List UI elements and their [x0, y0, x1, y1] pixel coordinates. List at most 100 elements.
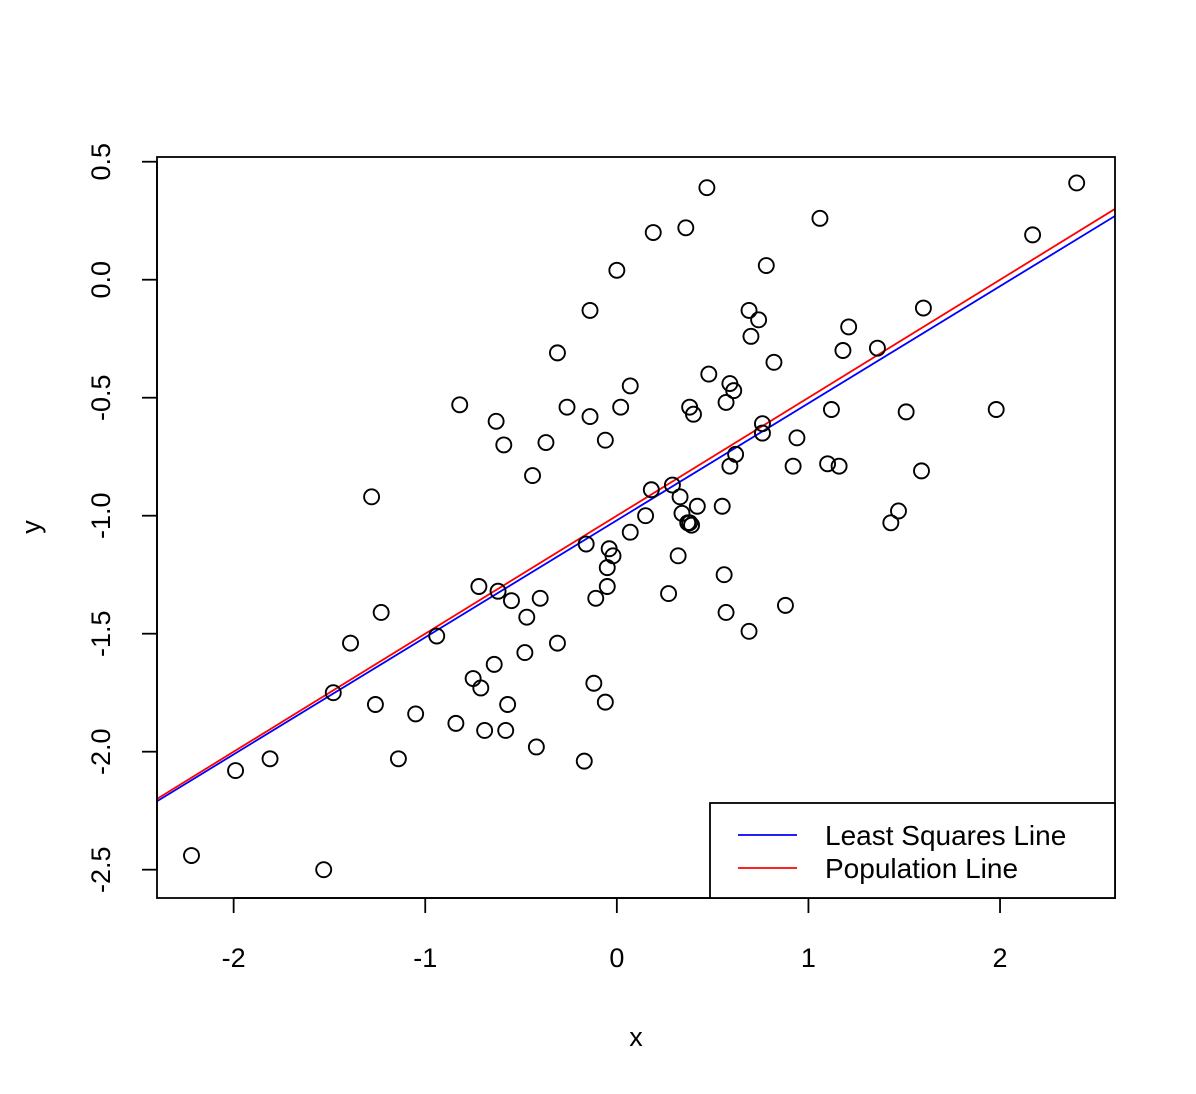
scatter-point	[822, 401, 840, 418]
scatter-point	[577, 535, 595, 553]
legend-label: Population Line	[825, 853, 1018, 884]
scatter-point	[464, 670, 482, 687]
scatter-point	[518, 608, 536, 626]
scatter-point	[914, 299, 932, 317]
scatter-point	[612, 398, 630, 416]
y-tick-label: -2.5	[86, 846, 116, 893]
scatter-point	[715, 566, 733, 584]
scatter-point	[897, 403, 915, 421]
scatter-point	[261, 750, 279, 768]
y-tick-label: 0.5	[86, 143, 116, 181]
scatter-point	[183, 847, 200, 864]
scatter-point	[499, 696, 517, 713]
scatter-point	[717, 604, 735, 621]
scatter-point	[363, 488, 381, 506]
scatter-point	[366, 696, 384, 713]
scatter-point	[503, 592, 520, 610]
scatter-point	[548, 634, 566, 652]
scatter-point	[598, 578, 616, 595]
scatter-point	[840, 318, 858, 336]
scatter-point	[495, 436, 513, 454]
y-tick-label: -0.5	[86, 374, 116, 421]
scatter-point	[227, 762, 245, 780]
scatter-point	[558, 398, 576, 416]
scatter-point	[727, 445, 745, 463]
scatter-point	[485, 655, 503, 673]
scatter-point	[644, 224, 662, 241]
scatter-point	[698, 179, 716, 197]
y-axis-label: y	[16, 520, 46, 534]
legend-label: Least Squares Line	[825, 820, 1066, 851]
regression-lines	[157, 208, 1115, 803]
scatter-point	[527, 738, 545, 756]
x-tick-label: 1	[801, 943, 816, 973]
scatter-point	[596, 431, 614, 449]
scatter-point	[671, 488, 689, 506]
scatter-point	[585, 674, 603, 692]
scatter-point	[324, 684, 342, 702]
scatter-point	[487, 412, 505, 430]
scatter-point	[428, 627, 446, 645]
scatter-point	[717, 393, 735, 411]
scatter-point	[688, 497, 706, 515]
scatter-point	[621, 523, 639, 541]
scatter-point	[830, 457, 848, 475]
scatter-point	[740, 301, 758, 319]
x-axis: -2 -1 0 1 2	[222, 897, 1008, 973]
scatter-point	[1024, 226, 1042, 244]
scatter-point	[476, 721, 494, 739]
scatter-point	[725, 382, 743, 400]
y-axis: -2.5 -2.0 -1.5 -1.0 -0.5 0.0 0.5	[86, 143, 158, 893]
scatter-point	[660, 585, 678, 603]
scatter-point	[882, 514, 900, 532]
scatter-point	[1068, 174, 1086, 192]
scatter-point	[700, 365, 718, 383]
y-tick-label: -1.0	[86, 492, 116, 539]
scatter-point	[596, 693, 614, 711]
scatter-point	[987, 401, 1005, 418]
scatter-point	[784, 457, 802, 475]
scatter-point	[342, 634, 359, 652]
x-tick-label: 0	[609, 943, 624, 973]
scatter-point	[740, 622, 758, 640]
scatter-point	[776, 596, 794, 614]
scatter-point	[447, 714, 465, 732]
scatter-point	[407, 705, 425, 723]
scatter-point	[372, 604, 390, 621]
scatter-point	[834, 342, 852, 359]
scatter-point	[637, 507, 655, 525]
x-tick-label: 2	[993, 943, 1008, 973]
y-tick-label: 0.0	[86, 261, 116, 299]
y-tick-label: -1.5	[86, 610, 116, 657]
scatter-point	[788, 429, 806, 447]
scatter-point	[581, 301, 599, 319]
scatter-point	[742, 327, 760, 345]
x-axis-label: x	[629, 1022, 643, 1052]
scatter-point	[757, 257, 775, 275]
scatter-point	[669, 547, 687, 565]
line-least-squares	[157, 215, 1115, 803]
scatter-point	[604, 547, 622, 565]
scatter-point	[683, 516, 701, 534]
scatter-point	[524, 467, 541, 485]
scatter-point	[868, 339, 886, 357]
scatter-point	[754, 415, 771, 433]
scatter-point	[663, 476, 681, 494]
scatter-point	[913, 462, 930, 480]
scatter-point	[497, 721, 515, 739]
x-tick-label: -1	[413, 943, 437, 973]
scatter-point	[516, 644, 534, 662]
scatter-point	[548, 344, 566, 362]
scatter-point	[389, 750, 407, 768]
scatter-point	[754, 424, 771, 442]
scatter-point	[713, 497, 731, 515]
scatter-point	[765, 353, 783, 371]
scatter-point	[587, 589, 605, 607]
scatter-point	[489, 582, 507, 600]
x-tick-label: -2	[222, 943, 246, 973]
scatter-point	[750, 311, 768, 329]
y-tick-label: -2.0	[86, 728, 116, 775]
